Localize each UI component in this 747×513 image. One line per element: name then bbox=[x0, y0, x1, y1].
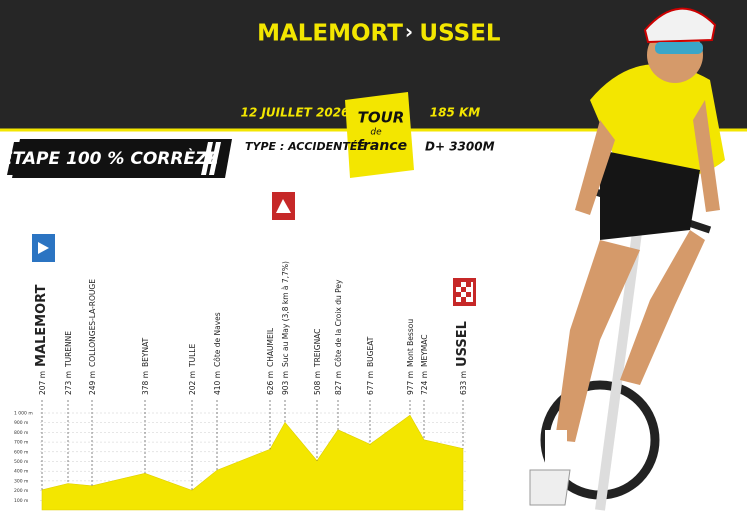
logo-text: TOUR bbox=[358, 109, 405, 127]
waypoint-altitude: 207 m bbox=[38, 371, 47, 395]
waypoint-label: 508 m TREIGNAC bbox=[313, 329, 322, 395]
waypoint-label: 827 m Côte de la Croix du Pey bbox=[334, 279, 343, 395]
y-tick-label: 400 m bbox=[14, 469, 28, 475]
y-tick-label: 1 000 m bbox=[14, 411, 33, 417]
waypoint-label: 677 m BUGEAT bbox=[366, 336, 375, 395]
waypoint-altitude: 626 m bbox=[266, 371, 275, 395]
banner-stripe bbox=[209, 142, 221, 175]
waypoint-label: 378 m BEYNAT bbox=[141, 337, 150, 395]
waypoint-label: 410 m Côte de Naves bbox=[213, 312, 222, 395]
arm bbox=[575, 120, 615, 215]
sunglasses bbox=[655, 42, 703, 54]
waypoint-altitude: 273 m bbox=[64, 371, 73, 395]
cyclist-illustration bbox=[529, 7, 725, 511]
waypoint-name: BEYNAT bbox=[141, 337, 150, 367]
finish-checker bbox=[456, 292, 461, 297]
stage-name: ÉTAPE 100 % CORRÈZE bbox=[1, 147, 219, 169]
y-tick-label: 800 m bbox=[14, 430, 28, 436]
logo-background bbox=[345, 92, 414, 178]
waypoint-altitude: 903 m bbox=[281, 371, 290, 395]
elevation-profile: 100 m 200 m 300 m 400 m 500 m 600 m 700 m 800 m… bbox=[14, 261, 470, 511]
start-city: MALEMORT bbox=[257, 21, 403, 47]
waypoint-name: CHAUMEIL bbox=[266, 327, 275, 367]
waypoint-name: Suc au May (3,8 km à 7,7%) bbox=[281, 261, 290, 367]
y-tick-label: 600 m bbox=[14, 449, 28, 455]
route-separator: › bbox=[405, 20, 413, 44]
waypoint-label: 207 m MALEMORT bbox=[34, 284, 49, 395]
waypoint-name: Mont Bessou bbox=[406, 319, 415, 367]
waypoint-name: Côte de Naves bbox=[213, 312, 222, 367]
waypoint-altitude: 977 m bbox=[406, 371, 415, 395]
waypoint-label: 273 m TURENNE bbox=[64, 331, 73, 395]
finish-icon bbox=[453, 278, 476, 306]
y-tick-label: 500 m bbox=[14, 459, 28, 465]
summit-mountain bbox=[276, 199, 291, 213]
stage-type: TYPE : ACCIDENTÉE bbox=[245, 140, 365, 153]
y-tick-label: 100 m bbox=[14, 498, 28, 504]
banner-stripe bbox=[201, 142, 213, 175]
stage-date: 12 JUILLET 2026 bbox=[241, 106, 350, 120]
tour-logo: TOUR de france bbox=[345, 92, 414, 178]
banner-background bbox=[12, 139, 232, 178]
waypoint-altitude: 508 m bbox=[313, 371, 322, 395]
waypoint-name: BUGEAT bbox=[366, 336, 375, 367]
waypoint-name: COLLONGES-LA-ROUGE bbox=[88, 279, 97, 367]
finish-checker bbox=[461, 287, 466, 292]
stage-banner: ÉTAPE 100 % CORRÈZE bbox=[1, 139, 232, 178]
y-tick-label: 700 m bbox=[14, 440, 28, 446]
waypoint-altitude: 724 m bbox=[420, 371, 429, 395]
waypoint-altitude: 202 m bbox=[188, 371, 197, 395]
summit-icon bbox=[272, 192, 295, 220]
waypoint-label: 633 m USSEL bbox=[455, 321, 470, 395]
waypoint-label: 202 m TULLE bbox=[188, 344, 197, 395]
waypoint-name: MEYMAC bbox=[420, 334, 429, 367]
finish-checker bbox=[456, 282, 461, 287]
finish-checker bbox=[466, 292, 471, 297]
waypoint-altitude: 249 m bbox=[88, 371, 97, 395]
shoe bbox=[529, 469, 571, 506]
elevation-area bbox=[41, 414, 464, 511]
y-tick-label: 900 m bbox=[14, 420, 28, 426]
waypoint-label: 626 m CHAUMEIL bbox=[266, 327, 275, 395]
waypoint-altitude: 633 m bbox=[459, 371, 468, 395]
elevation-gain: D+ 3300M bbox=[425, 140, 495, 154]
waypoint-label: 724 m MEYMAC bbox=[420, 334, 429, 395]
waypoint-label: 249 m COLLONGES-LA-ROUGE bbox=[88, 279, 97, 395]
banner-stripe bbox=[7, 142, 20, 175]
leg bbox=[555, 240, 640, 442]
y-tick-label: 300 m bbox=[14, 478, 28, 484]
waypoint-altitude: 378 m bbox=[141, 371, 150, 395]
waypoint-name: USSEL bbox=[455, 321, 470, 367]
jersey bbox=[590, 64, 725, 178]
y-tick-label: 200 m bbox=[14, 488, 28, 494]
waypoint-name: TULLE bbox=[188, 344, 197, 368]
waypoint-altitude: 677 m bbox=[366, 371, 375, 395]
waypoint-label: 903 m Suc au May (3,8 km à 7,7%) bbox=[281, 261, 290, 395]
start-icon bbox=[32, 234, 55, 262]
waypoint-label: 977 m Mont Bessou bbox=[406, 319, 415, 395]
sock bbox=[545, 430, 567, 470]
waypoint-name: MALEMORT bbox=[34, 284, 49, 367]
leg bbox=[620, 230, 705, 385]
waypoint-name: TREIGNAC bbox=[313, 329, 322, 368]
waypoint-name: TURENNE bbox=[64, 331, 73, 368]
start-arrow bbox=[38, 242, 49, 254]
waypoint-altitude: 410 m bbox=[213, 371, 222, 395]
stage-distance: 185 KM bbox=[430, 106, 481, 120]
shorts bbox=[600, 150, 700, 240]
finish-checker bbox=[466, 282, 471, 287]
arm bbox=[693, 100, 720, 212]
helmet bbox=[643, 7, 717, 44]
waypoint-altitude: 827 m bbox=[334, 371, 343, 395]
waypoint-name: Côte de la Croix du Pey bbox=[334, 279, 343, 367]
logo-text: de bbox=[370, 128, 382, 138]
logo-text: france bbox=[357, 138, 407, 154]
finish-city: USSEL bbox=[419, 21, 500, 47]
finish-checker bbox=[461, 297, 466, 302]
